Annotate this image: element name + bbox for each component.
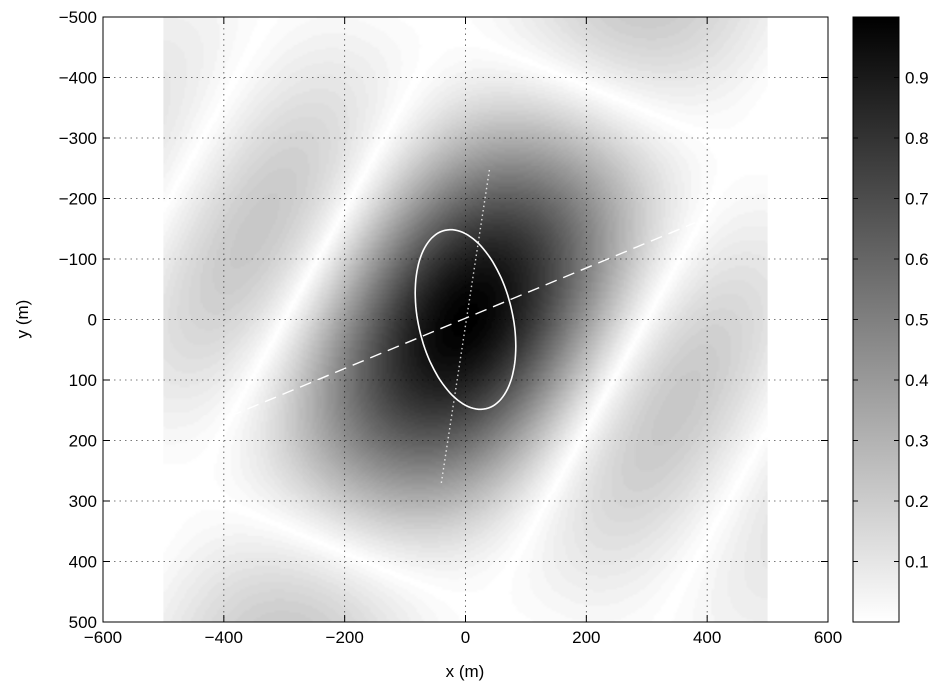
y-tick-label: 500 — [69, 613, 97, 632]
y-tick-label: −100 — [59, 250, 97, 269]
x-tick-label: 200 — [572, 628, 600, 647]
colorbar-tick-label: 0.7 — [905, 190, 929, 209]
colorbar-tick-label: 0.8 — [905, 129, 929, 148]
y-tick-label: −300 — [59, 129, 97, 148]
y-tick-label: −500 — [59, 8, 97, 27]
y-tick-label: 200 — [69, 432, 97, 451]
colorbar-tick-label: 0.5 — [905, 311, 929, 330]
y-tick-label: −400 — [59, 69, 97, 88]
colorbar-tick-label: 0.6 — [905, 250, 929, 269]
y-tick-label: 400 — [69, 553, 97, 572]
y-tick-label: 100 — [69, 371, 97, 390]
x-tick-label: 400 — [693, 628, 721, 647]
colorbar: 0.1 0.2 0.3 0.4 0.5 0.6 0.7 0.8 0.9 — [853, 17, 929, 622]
y-tick-label: 0 — [88, 311, 97, 330]
y-axis-label: y (m) — [13, 300, 32, 339]
colorbar-tick-label: 0.9 — [905, 69, 929, 88]
colorbar-tick-label: 0.3 — [905, 432, 929, 451]
x-tick-label: 600 — [814, 628, 842, 647]
colorbar-tick-label: 0.1 — [905, 553, 929, 572]
x-tick-label: 0 — [461, 628, 470, 647]
x-axis-label: x (m) — [446, 662, 485, 681]
x-tick-label: −400 — [205, 628, 243, 647]
y-tick-label: 300 — [69, 492, 97, 511]
colorbar-tick-label: 0.4 — [905, 371, 929, 390]
plot-area: −600 −400 −200 0 200 400 600 −500−400−300−200−… — [59, 8, 842, 647]
x-tick-label: −200 — [326, 628, 364, 647]
colorbar-tick-label: 0.2 — [905, 492, 929, 511]
colorbar-gradient — [853, 17, 899, 622]
y-tick-label: −200 — [59, 190, 97, 209]
